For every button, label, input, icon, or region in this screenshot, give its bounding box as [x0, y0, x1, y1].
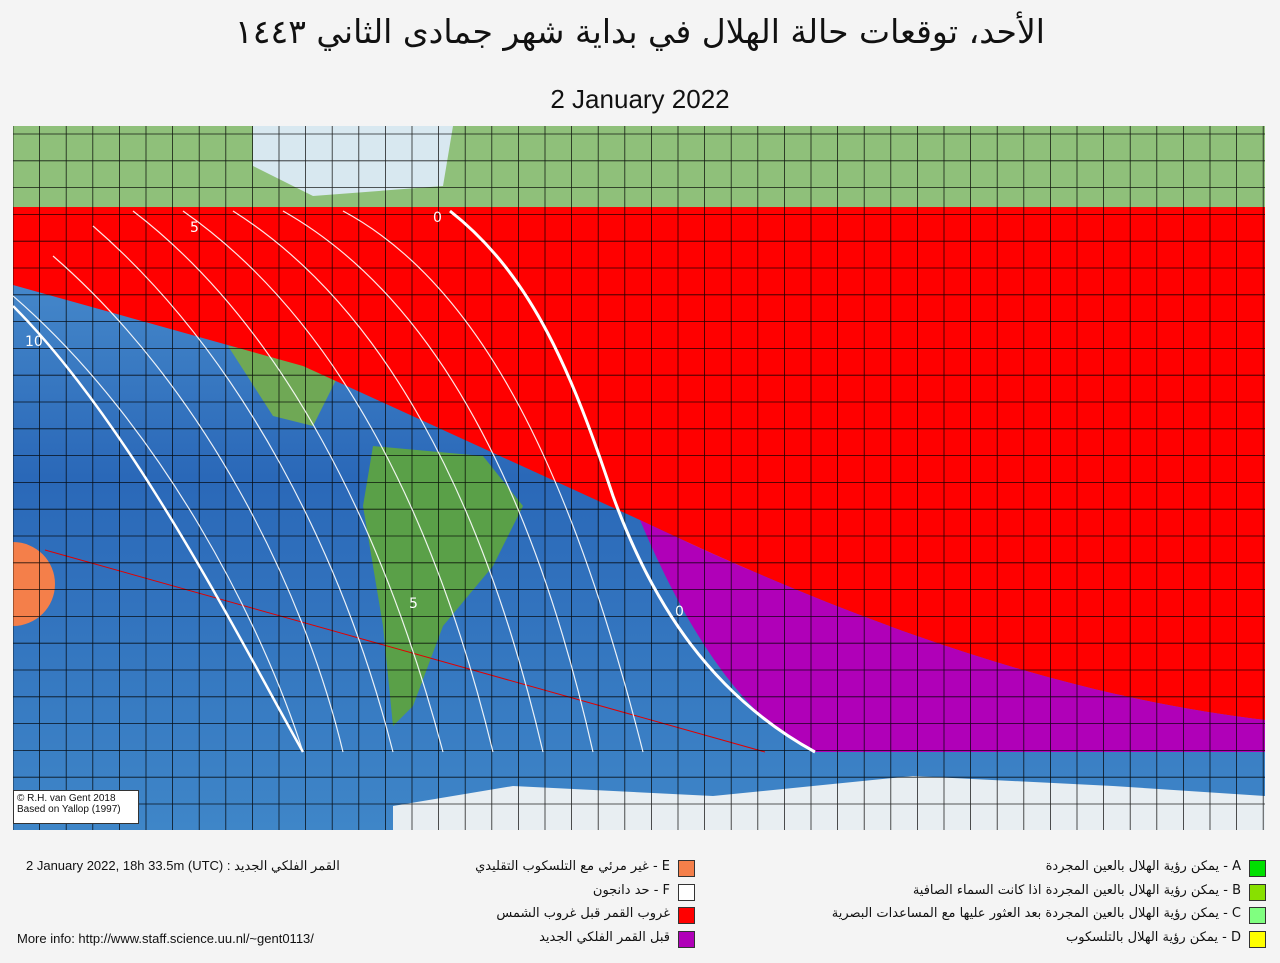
legend-swatch [1249, 907, 1266, 924]
legend-swatch [1249, 860, 1266, 877]
contour-label: 5 [190, 220, 199, 236]
credit-box: © R.H. van Gent 2018 Based on Yallop (19… [13, 790, 139, 824]
legend-label: D - يمكن رؤية الهلال بالتلسكوب [1066, 929, 1241, 945]
legend-label: E - غير مرئي مع التلسكوب التقليدي [475, 859, 670, 874]
contour-label: 5 [409, 596, 418, 612]
title: الأحد، توقعات حالة الهلال في بداية شهر ج… [235, 12, 1045, 51]
legend-swatch [1249, 883, 1266, 901]
legend-label: F - حد دانجون [592, 882, 670, 898]
contour-label: 10 [25, 334, 43, 350]
legend-label: B - يمكن رؤية الهلال بالعين المجردة اذا … [912, 882, 1241, 898]
subtitle: 2 January 2022 [550, 84, 730, 114]
new-moon-time: 2 January 2022, 18h 33.5m (UTC) : القمر … [26, 858, 340, 873]
legend-label: قبل القمر الفلكي الجديد [539, 929, 670, 945]
legend-label: C - يمكن رؤية الهلال بالعين المجردة بعد … [831, 906, 1241, 921]
map: 5 0 10 5 0 [13, 126, 1265, 830]
more-info: More info: http://www.staff.science.uu.n… [17, 931, 314, 946]
legend-label: غروب القمر قبل غروب الشمس [496, 906, 670, 921]
legend-swatch [1249, 930, 1266, 948]
legend-swatch [678, 883, 695, 901]
credit: © R.H. van Gent 2018 [17, 793, 116, 804]
legend-label: A - يمكن رؤية الهلال بالعين المجردة [1045, 859, 1241, 874]
legend-swatch [678, 907, 695, 924]
contour-label: 0 [675, 604, 684, 620]
contour-label: 0 [433, 210, 442, 226]
legend-swatch [678, 930, 695, 948]
credit: Based on Yallop (1997) [17, 804, 121, 815]
legend-swatch [678, 860, 695, 877]
